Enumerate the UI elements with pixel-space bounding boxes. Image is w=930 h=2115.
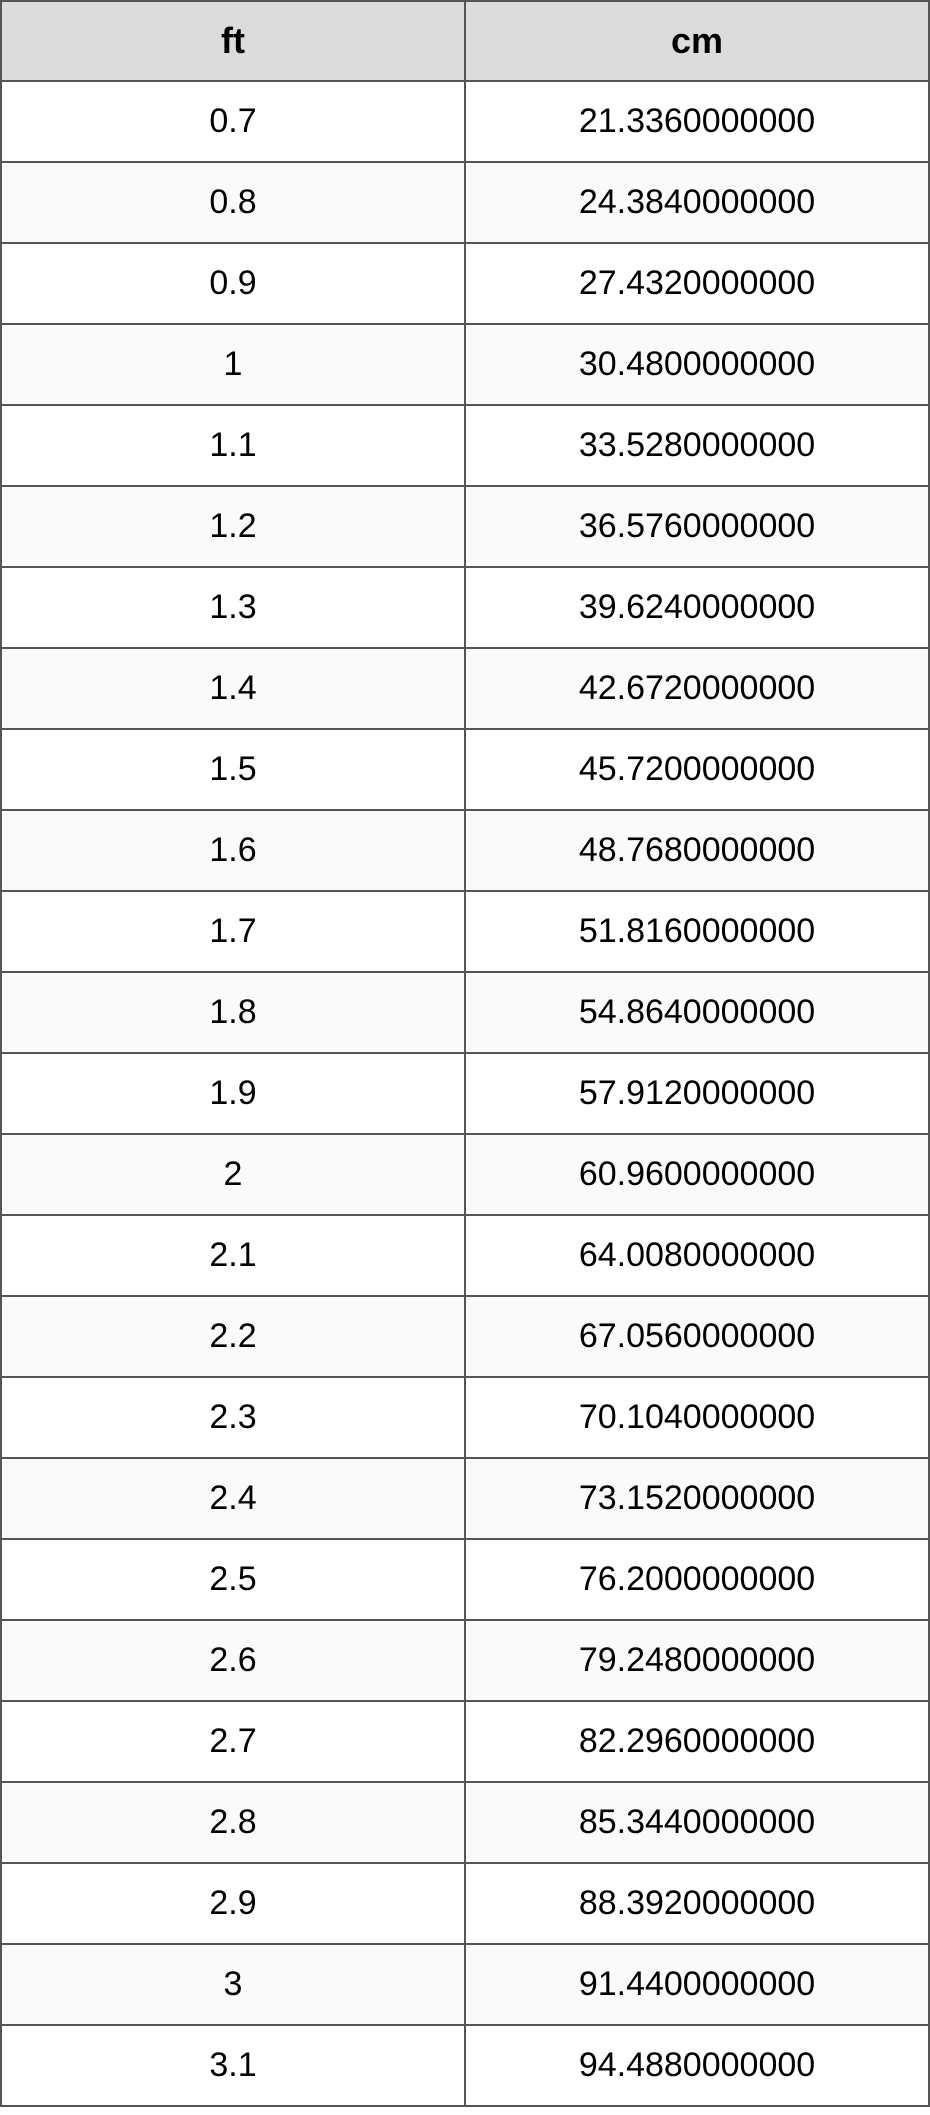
table-row: 2.679.2480000000 xyxy=(1,1620,929,1701)
cell-ft: 2.4 xyxy=(1,1458,465,1539)
cell-cm: 67.0560000000 xyxy=(465,1296,929,1377)
table-row: 2.885.3440000000 xyxy=(1,1782,929,1863)
table-row: 0.824.3840000000 xyxy=(1,162,929,243)
cell-cm: 51.8160000000 xyxy=(465,891,929,972)
cell-ft: 1.3 xyxy=(1,567,465,648)
cell-ft: 2.8 xyxy=(1,1782,465,1863)
table-row: 1.545.7200000000 xyxy=(1,729,929,810)
cell-ft: 2.3 xyxy=(1,1377,465,1458)
cell-cm: 54.8640000000 xyxy=(465,972,929,1053)
cell-ft: 1.6 xyxy=(1,810,465,891)
cell-ft: 2 xyxy=(1,1134,465,1215)
cell-cm: 33.5280000000 xyxy=(465,405,929,486)
cell-cm: 88.3920000000 xyxy=(465,1863,929,1944)
table-row: 2.370.1040000000 xyxy=(1,1377,929,1458)
cell-cm: 48.7680000000 xyxy=(465,810,929,891)
column-header-cm: cm xyxy=(465,1,929,81)
table-row: 1.442.6720000000 xyxy=(1,648,929,729)
cell-cm: 91.4400000000 xyxy=(465,1944,929,2025)
table-row: 1.236.5760000000 xyxy=(1,486,929,567)
cell-ft: 1.7 xyxy=(1,891,465,972)
cell-ft: 0.9 xyxy=(1,243,465,324)
table-row: 2.267.0560000000 xyxy=(1,1296,929,1377)
cell-ft: 3 xyxy=(1,1944,465,2025)
table-row: 1.648.7680000000 xyxy=(1,810,929,891)
cell-ft: 2.7 xyxy=(1,1701,465,1782)
cell-cm: 60.9600000000 xyxy=(465,1134,929,1215)
cell-ft: 1.2 xyxy=(1,486,465,567)
cell-ft: 0.8 xyxy=(1,162,465,243)
table-row: 1.854.8640000000 xyxy=(1,972,929,1053)
cell-ft: 3.1 xyxy=(1,2025,465,2106)
cell-cm: 57.9120000000 xyxy=(465,1053,929,1134)
cell-cm: 73.1520000000 xyxy=(465,1458,929,1539)
table-header: ft cm xyxy=(1,1,929,81)
table-row: 2.576.2000000000 xyxy=(1,1539,929,1620)
cell-cm: 76.2000000000 xyxy=(465,1539,929,1620)
cell-cm: 36.5760000000 xyxy=(465,486,929,567)
cell-ft: 2.2 xyxy=(1,1296,465,1377)
cell-ft: 2.6 xyxy=(1,1620,465,1701)
table-body: 0.721.3360000000 0.824.3840000000 0.927.… xyxy=(1,81,929,2106)
table-header-row: ft cm xyxy=(1,1,929,81)
cell-ft: 2.1 xyxy=(1,1215,465,1296)
table-row: 1.339.6240000000 xyxy=(1,567,929,648)
table-row: 260.9600000000 xyxy=(1,1134,929,1215)
table-row: 0.721.3360000000 xyxy=(1,81,929,162)
cell-ft: 0.7 xyxy=(1,81,465,162)
cell-cm: 79.2480000000 xyxy=(465,1620,929,1701)
cell-ft: 1.1 xyxy=(1,405,465,486)
cell-cm: 82.2960000000 xyxy=(465,1701,929,1782)
cell-cm: 45.7200000000 xyxy=(465,729,929,810)
cell-cm: 70.1040000000 xyxy=(465,1377,929,1458)
table-row: 2.473.1520000000 xyxy=(1,1458,929,1539)
cell-ft: 1.9 xyxy=(1,1053,465,1134)
cell-cm: 24.3840000000 xyxy=(465,162,929,243)
table-row: 2.164.0080000000 xyxy=(1,1215,929,1296)
cell-ft: 2.9 xyxy=(1,1863,465,1944)
cell-cm: 85.3440000000 xyxy=(465,1782,929,1863)
conversion-table: ft cm 0.721.3360000000 0.824.3840000000 … xyxy=(0,0,930,2107)
cell-ft: 2.5 xyxy=(1,1539,465,1620)
table-row: 1.751.8160000000 xyxy=(1,891,929,972)
cell-cm: 21.3360000000 xyxy=(465,81,929,162)
cell-ft: 1 xyxy=(1,324,465,405)
cell-ft: 1.5 xyxy=(1,729,465,810)
cell-cm: 30.4800000000 xyxy=(465,324,929,405)
cell-cm: 39.6240000000 xyxy=(465,567,929,648)
table-row: 0.927.4320000000 xyxy=(1,243,929,324)
cell-cm: 64.0080000000 xyxy=(465,1215,929,1296)
column-header-ft: ft xyxy=(1,1,465,81)
table-row: 2.988.3920000000 xyxy=(1,1863,929,1944)
table-row: 391.4400000000 xyxy=(1,1944,929,2025)
cell-cm: 94.4880000000 xyxy=(465,2025,929,2106)
table-row: 130.4800000000 xyxy=(1,324,929,405)
table-row: 3.194.4880000000 xyxy=(1,2025,929,2106)
table-row: 1.957.9120000000 xyxy=(1,1053,929,1134)
table-row: 2.782.2960000000 xyxy=(1,1701,929,1782)
cell-ft: 1.4 xyxy=(1,648,465,729)
table-row: 1.133.5280000000 xyxy=(1,405,929,486)
cell-cm: 42.6720000000 xyxy=(465,648,929,729)
cell-ft: 1.8 xyxy=(1,972,465,1053)
cell-cm: 27.4320000000 xyxy=(465,243,929,324)
